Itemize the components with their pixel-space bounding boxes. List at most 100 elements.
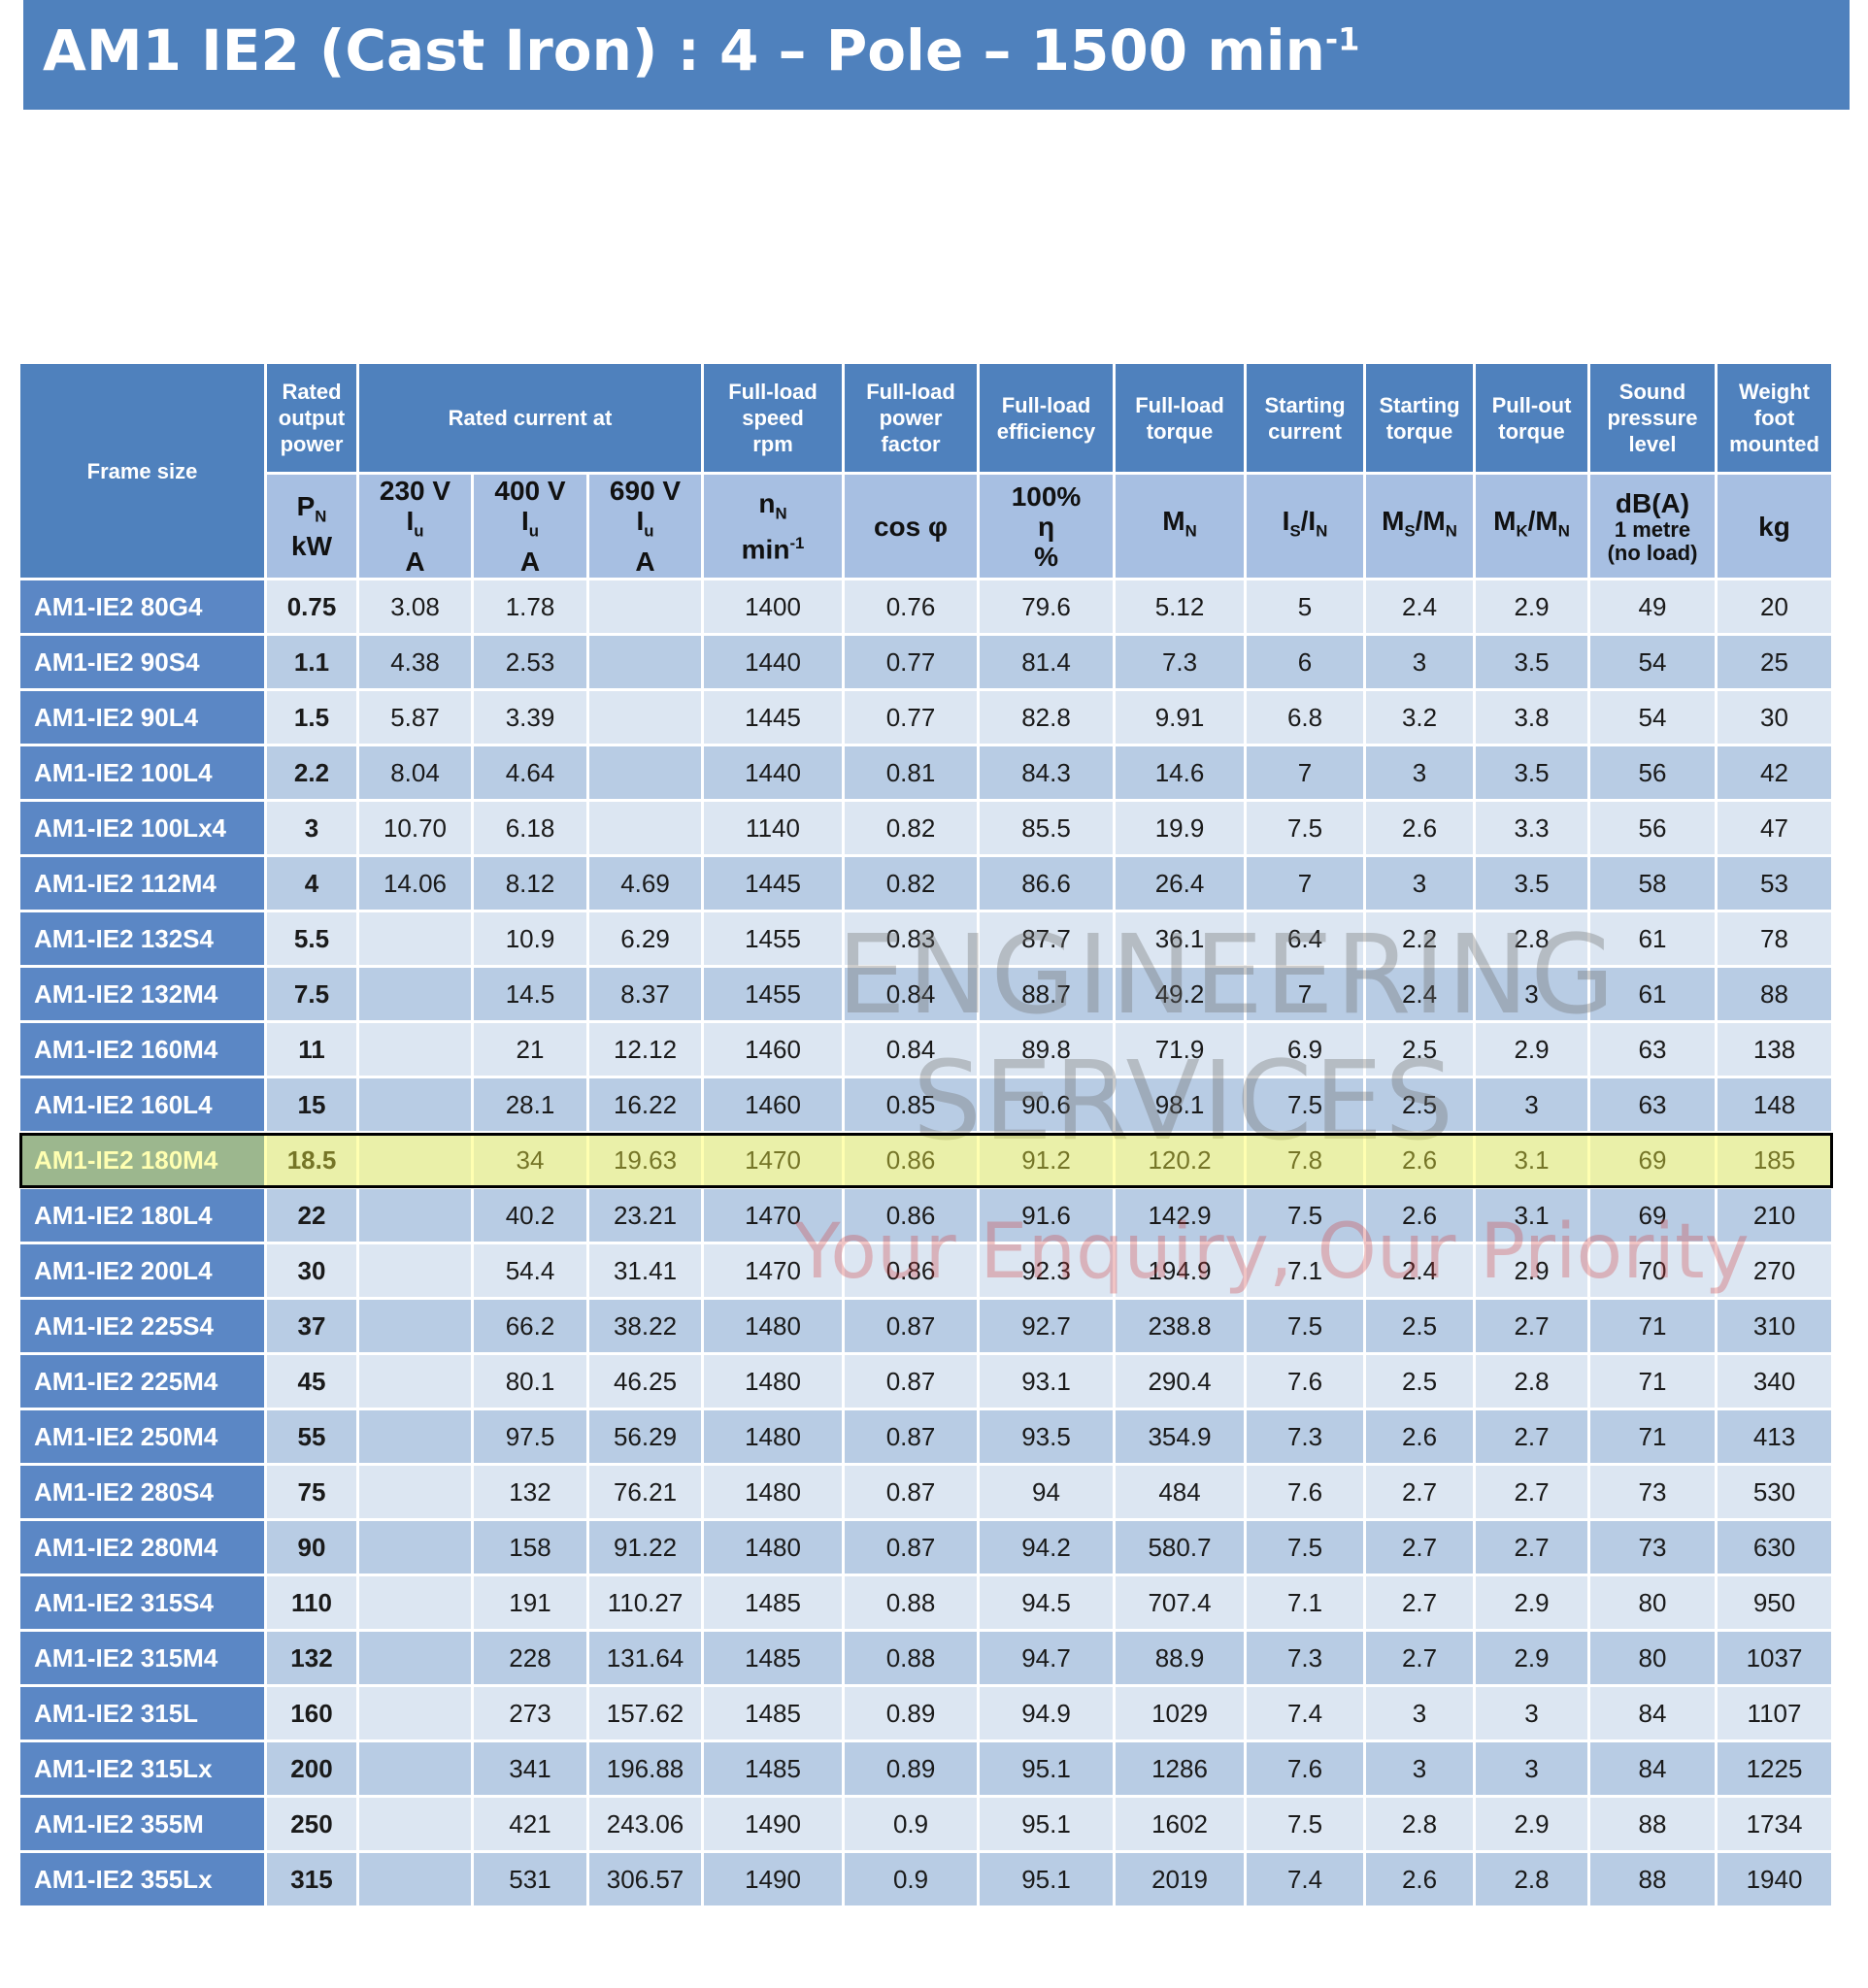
table-row: AM1-IE2 225S4 37 66.2 38.22 1480 0.87 92.7 238.… (17, 1297, 1835, 1355)
cell: 3.08 (356, 578, 474, 636)
cell: 2.7 (1363, 1518, 1477, 1576)
header-line: cos φ (873, 511, 949, 542)
header-line: PN (269, 491, 355, 532)
cell: 47 (1715, 799, 1835, 857)
header-line: factor (881, 432, 941, 456)
group-header: Rated current at (355, 361, 705, 475)
header-line: Full-load (1135, 392, 1224, 417)
header-subscript: N (1445, 521, 1457, 541)
cell (356, 910, 474, 968)
cell: 1445 (701, 688, 846, 746)
header-line: Rated current at (448, 406, 613, 430)
cell: 2.2 (264, 744, 359, 802)
unit-header: nN min-1 (701, 472, 846, 580)
cell: 2.5 (1363, 1297, 1477, 1355)
group-header: Pull-out torque (1473, 361, 1591, 475)
cell: 2.8 (1473, 1850, 1591, 1908)
header-line: MK/MN (1478, 506, 1586, 547)
cell: 7.5 (1244, 1518, 1367, 1576)
frame-size: AM1-IE2 160L4 (17, 1076, 267, 1134)
cell: 61 (1587, 910, 1718, 968)
cell: 71 (1587, 1352, 1718, 1410)
cell: 25 (1715, 633, 1835, 691)
cell: 413 (1715, 1408, 1835, 1466)
header-subscript: N (1184, 521, 1197, 541)
title-superscript: -1 (1324, 20, 1360, 58)
header-line: Sound (1618, 380, 1686, 404)
header-line: efficiency (996, 418, 1096, 444)
cell (356, 1574, 474, 1632)
cell: 2.5 (1363, 1076, 1477, 1134)
header-line: Full-load (1001, 392, 1091, 417)
cell: 0.89 (842, 1684, 981, 1742)
cell (356, 1242, 474, 1300)
header-line: current (1268, 418, 1342, 444)
cell: 71 (1587, 1297, 1718, 1355)
cell: 1460 (701, 1020, 846, 1078)
header-line: IS/IN (1249, 506, 1362, 547)
cell: 0.87 (842, 1352, 981, 1410)
group-header: Full-load torque (1113, 361, 1248, 475)
table-row: AM1-IE2 132M4 7.5 14.5 8.37 1455 0.84 88.7 49.2… (17, 965, 1835, 1023)
cell: 1485 (701, 1740, 846, 1798)
cell: 8.12 (471, 854, 589, 912)
cell (585, 633, 705, 691)
cell: 21 (471, 1020, 589, 1078)
frame-size: AM1-IE2 180M4 (17, 1131, 267, 1189)
cell: 80 (1587, 1574, 1718, 1632)
header-line: A (405, 546, 425, 577)
cell: 7 (1244, 965, 1367, 1023)
cell (356, 1463, 474, 1521)
cell: 55 (264, 1408, 359, 1466)
cell (356, 1352, 474, 1410)
cell: 7.3 (1244, 1629, 1367, 1687)
table-row: AM1-IE2 280M4 90 158 91.22 1480 0.87 94.2 580.7… (17, 1518, 1835, 1576)
cell: 630 (1715, 1518, 1835, 1576)
cell: 530 (1715, 1463, 1835, 1521)
table-row: AM1-IE2 225M4 45 80.1 46.25 1480 0.87 93.1 290.… (17, 1352, 1835, 1410)
cell: 157.62 (585, 1684, 705, 1742)
header-line: 690 V (609, 476, 682, 507)
header-text: min (741, 534, 790, 565)
cell: 18.5 (264, 1131, 359, 1189)
header-line: nN (706, 488, 841, 529)
header-line: MS/MN (1368, 506, 1472, 547)
cell: 2.7 (1363, 1574, 1477, 1632)
cell: 61 (1587, 965, 1718, 1023)
cell: 243.06 (585, 1795, 705, 1853)
table-row: AM1-IE2 100Lx4 3 10.70 6.18 1140 0.82 85.5 19.9… (17, 799, 1835, 857)
cell: 0.82 (842, 854, 981, 912)
cell: 2.9 (1473, 1795, 1591, 1853)
header-line: level (1628, 432, 1677, 456)
header-line: A (635, 546, 655, 577)
cell: 1225 (1715, 1740, 1835, 1798)
cell: 531 (471, 1850, 589, 1908)
cell: 2.7 (1473, 1518, 1591, 1576)
cell: 84.3 (977, 744, 1117, 802)
cell: 93.5 (977, 1408, 1117, 1466)
cell: 94.5 (977, 1574, 1117, 1632)
cell: 194.9 (1113, 1242, 1248, 1300)
cell: 6 (1244, 633, 1367, 691)
header-line: 400 V (494, 476, 566, 507)
frame-size: AM1-IE2 80G4 (17, 578, 267, 636)
cell: 1029 (1113, 1684, 1248, 1742)
cell: 3.1 (1473, 1131, 1591, 1189)
cell: 2.7 (1473, 1463, 1591, 1521)
cell: 95.1 (977, 1795, 1117, 1853)
header-text: /M (1415, 506, 1446, 537)
cell: 2.4 (1363, 965, 1477, 1023)
cell: 0.83 (842, 910, 981, 968)
cell: 270 (1715, 1242, 1835, 1300)
table-row: AM1-IE2 250M4 55 97.5 56.29 1480 0.87 93.5 354.… (17, 1408, 1835, 1466)
cell: 138 (1715, 1020, 1835, 1078)
cell: 26.4 (1113, 854, 1248, 912)
cell: 90 (264, 1518, 359, 1576)
cell: 0.82 (842, 799, 981, 857)
cell: 250 (264, 1795, 359, 1853)
cell: 5 (1244, 578, 1367, 636)
cell: 1485 (701, 1684, 846, 1742)
cell: 2.9 (1473, 1629, 1591, 1687)
spec-table: Frame size Rated output power Rated current … (17, 361, 1835, 1908)
